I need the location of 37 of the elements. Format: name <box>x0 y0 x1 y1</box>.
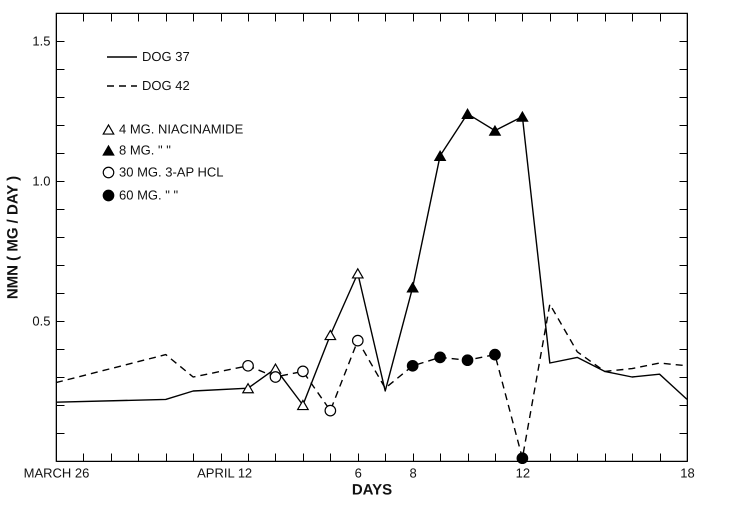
point <box>489 348 501 360</box>
y-tick-label: 1.5 <box>32 34 50 48</box>
x-tick-label: 12 <box>516 466 530 480</box>
x-tick-label: 6 <box>354 466 362 480</box>
point <box>489 125 501 136</box>
point <box>324 330 336 340</box>
x-tick-label: 18 <box>680 466 695 480</box>
point <box>516 452 528 464</box>
point <box>462 108 474 119</box>
legend-label: 30 MG. 3-AP HCL <box>119 164 224 180</box>
y-tick-label: 0.5 <box>32 314 50 328</box>
y-tick-label: 1.0 <box>32 174 50 188</box>
y-axis-title: NMN ( MG / DAY ) <box>4 176 22 300</box>
point <box>516 111 528 122</box>
legend-label: 4 MG. NIACINAMIDE <box>119 122 244 136</box>
legend-label: DOG 37 <box>142 49 190 64</box>
legend-label: 60 MG. " " <box>119 188 178 202</box>
point <box>406 360 418 372</box>
point <box>352 268 364 279</box>
point <box>242 360 254 372</box>
point <box>352 334 364 346</box>
point <box>270 371 282 383</box>
point <box>434 352 446 364</box>
point <box>324 404 336 416</box>
legend-label: DOG 42 <box>142 78 190 93</box>
point <box>297 366 309 378</box>
point <box>297 400 309 410</box>
point <box>242 383 254 394</box>
legend-label: 8 MG. " " <box>119 142 172 158</box>
point <box>434 150 446 161</box>
x-tick-label: 8 <box>410 466 417 480</box>
x-tick-label: MARCH 26 <box>24 466 90 480</box>
point <box>462 354 474 366</box>
point <box>406 282 418 293</box>
x-tick-label: APRIL 1 <box>197 466 246 480</box>
x-axis-title: DAYS <box>352 482 392 498</box>
x-tick-label: 2 <box>244 466 252 480</box>
